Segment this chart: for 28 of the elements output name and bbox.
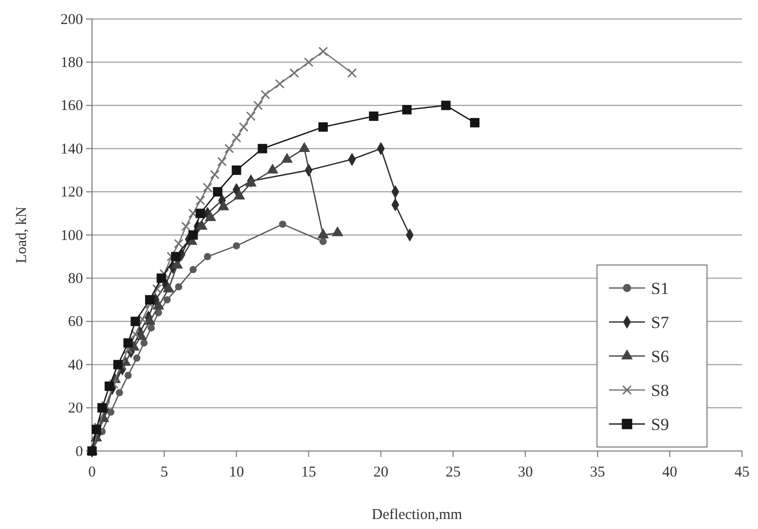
y-tick-label: 200 [60,12,83,28]
x-tick-label: 15 [301,464,316,480]
y-axis-title: Load, kN [14,206,30,264]
y-tick-label: 120 [60,184,83,201]
legend-label: S8 [651,380,669,400]
x-tick-label: 40 [662,464,678,480]
x-tick-label: 30 [518,464,533,480]
x-tick-label: 5 [160,464,168,480]
x-tick-label: 0 [88,464,96,480]
y-tick-label: 140 [60,141,83,158]
legend-label: S7 [651,312,670,332]
y-tick-label: 60 [68,314,83,330]
y-tick-label: 40 [68,357,83,374]
x-tick-label: 25 [446,464,461,480]
x-tick-label: 35 [590,464,606,480]
x-tick-label: 10 [228,464,244,480]
x-axis-title: Deflection,mm [372,507,463,523]
x-tick-label: 20 [373,464,388,480]
y-tick-label: 160 [60,98,83,114]
x-tick-label: 45 [734,464,750,480]
y-tick-label: 20 [68,400,83,417]
y-tick-label: 180 [60,55,83,71]
y-tick-label: 0 [76,444,83,460]
legend-label: S6 [651,346,669,366]
legend-label: S9 [651,414,669,434]
legend-label: S1 [651,278,669,298]
y-tick-label: 100 [60,228,83,244]
y-tick-label: 80 [68,271,83,287]
